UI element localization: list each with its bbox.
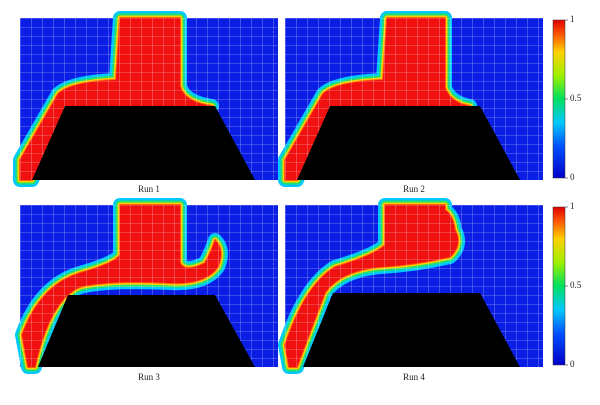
colorbar: [552, 206, 566, 366]
panel: [13, 11, 278, 187]
obstacle: [32, 106, 255, 180]
colorbar-tick-label: 0.5: [570, 93, 582, 103]
colorbar-tick-label: 0: [570, 359, 575, 369]
obstacle: [38, 295, 255, 367]
panel-label: Run 4: [403, 372, 425, 382]
panel: [278, 11, 543, 187]
panel-label: Run 2: [403, 184, 425, 194]
colorbar-tick-label: 0.5: [570, 280, 582, 290]
panel-label: Run 3: [138, 372, 160, 382]
panel: [278, 198, 543, 374]
obstacle: [297, 106, 520, 180]
obstacle: [303, 293, 520, 367]
panel: [15, 198, 278, 374]
colorbar-tick-label: 1: [570, 201, 575, 211]
colorbar-tick-label: 0: [570, 172, 575, 182]
colorbar: [552, 19, 566, 179]
colorbar-tick-label: 1: [570, 14, 575, 24]
panel-label: Run 1: [138, 184, 160, 194]
